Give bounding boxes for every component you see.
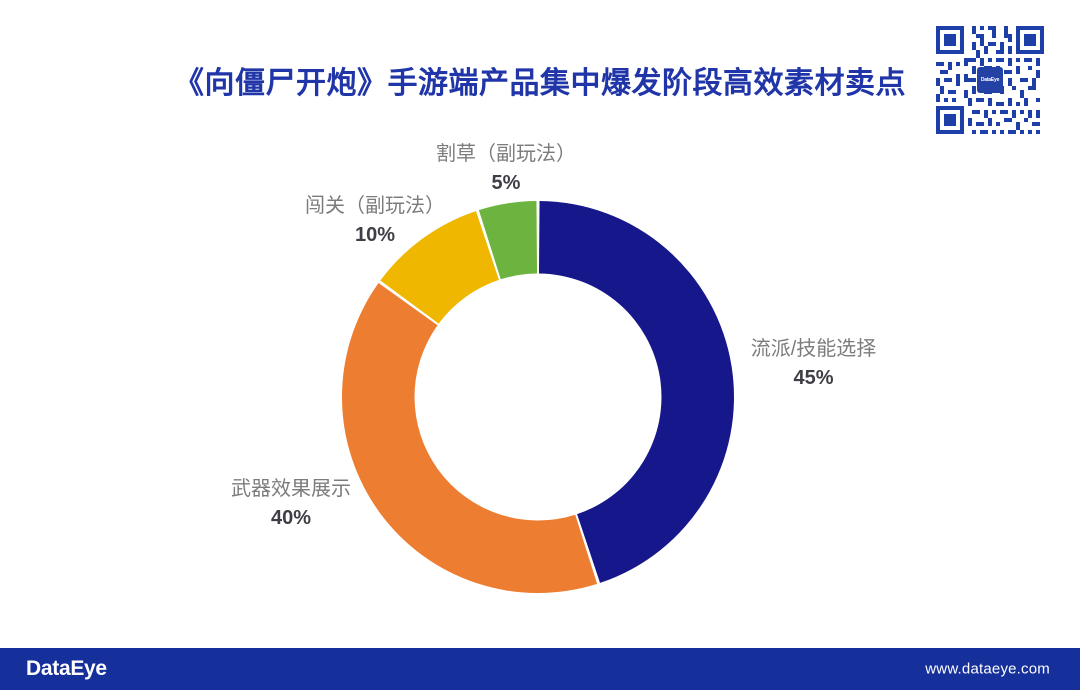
donut-chart-svg <box>341 201 735 594</box>
slice-label-0: 流派/技能选择 45% <box>726 337 901 391</box>
slice-value-1: 40% <box>270 506 312 529</box>
donut-slice-0[interactable] <box>538 201 735 583</box>
qr-center-logo: DataEye <box>977 67 1003 93</box>
slice-value-2: 10% <box>354 223 396 246</box>
slice-label-2: 闯关（副玩法） 10% <box>280 194 470 248</box>
slice-category-2: 闯关（副玩法） <box>305 195 445 217</box>
slice-label-3: 割草（副玩法） 5% <box>406 142 606 196</box>
slice-value-3: 5% <box>491 171 521 194</box>
donut-slice-1[interactable] <box>341 283 598 594</box>
footer-url[interactable]: www.dataeye.com <box>925 660 1050 678</box>
footer-logo: DataEye <box>26 657 107 680</box>
donut-slice-2[interactable] <box>380 211 499 324</box>
donut-chart: 割草（副玩法） 5% 闯关（副玩法） 10% 流派/技能选择 45% 武器效果展… <box>196 142 901 594</box>
slice-category-1: 武器效果展示 <box>231 478 351 500</box>
footer-bar: DataEye www.dataeye.com <box>0 648 1080 690</box>
qr-code[interactable]: DataEye <box>932 22 1048 138</box>
slice-value-0: 45% <box>793 366 834 389</box>
page-title: 《向僵尸开炮》手游端产品集中爆发阶段高效素材卖点 <box>174 67 906 100</box>
slice-label-1: 武器效果展示 40% <box>196 477 386 531</box>
slice-category-3: 割草（副玩法） <box>436 143 576 165</box>
donut-slice-3[interactable] <box>478 201 538 280</box>
slice-category-0: 流派/技能选择 <box>750 338 877 360</box>
